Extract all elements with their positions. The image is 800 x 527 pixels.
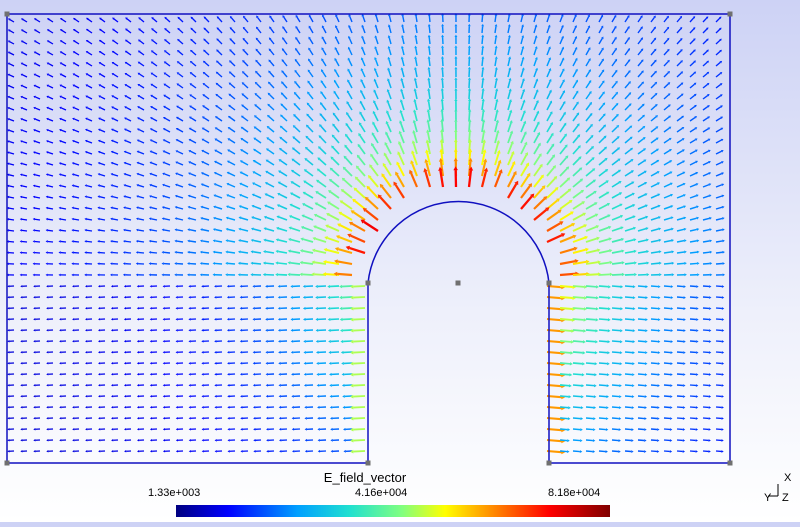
axis-y-label: Y — [764, 492, 771, 504]
colorbar-title: E_field_vector — [290, 470, 440, 485]
boundary-vertex — [547, 461, 552, 466]
colorbar-min-label: 1.33e+003 — [148, 487, 200, 499]
axis-z-label: Z — [782, 492, 789, 504]
boundary-vertex — [5, 12, 10, 17]
boundary-vertex — [5, 461, 10, 466]
axis-triad: X Y Z — [760, 470, 800, 522]
vector-field-arrows — [7, 13, 725, 454]
colorbar-mid-label: 4.16e+004 — [355, 487, 407, 499]
colorbar-max-label: 8.18e+004 — [548, 487, 600, 499]
boundary-vertex — [728, 461, 733, 466]
boundary-vertex — [366, 461, 371, 466]
boundary-vertex — [547, 281, 552, 286]
axis-x-label: X — [784, 472, 791, 484]
boundary-vertex — [728, 12, 733, 17]
boundary-vertex — [456, 281, 461, 286]
boundary-vertex — [366, 281, 371, 286]
colorbar — [176, 505, 610, 517]
